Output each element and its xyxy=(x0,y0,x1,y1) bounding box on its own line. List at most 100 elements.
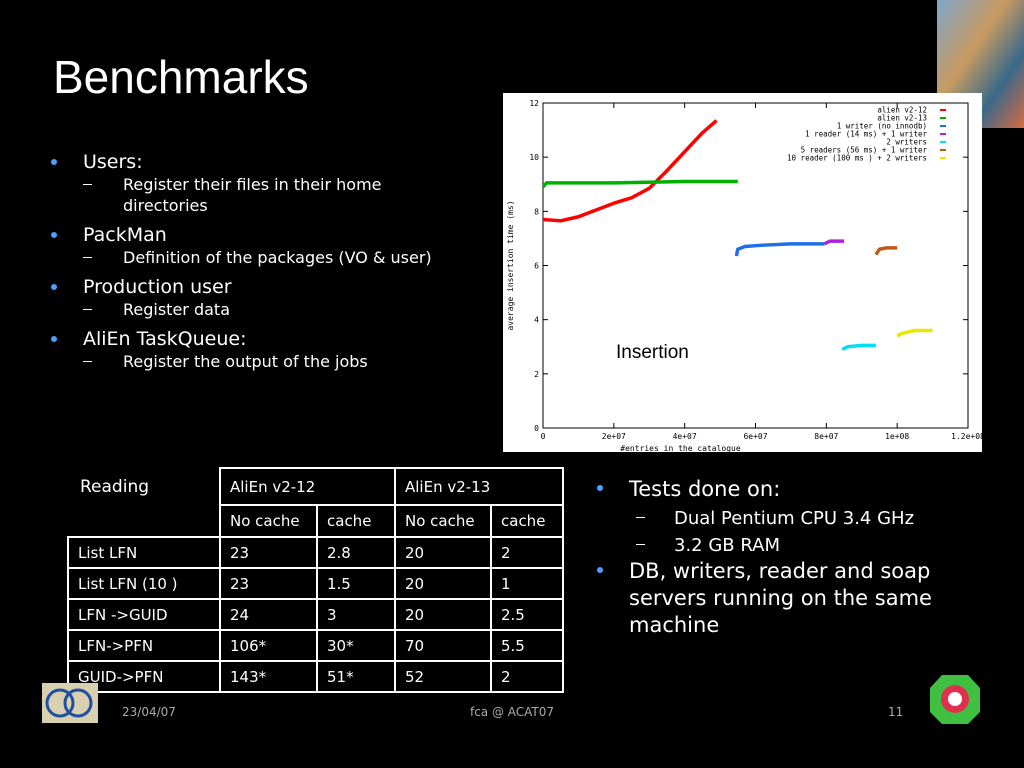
series-line xyxy=(542,119,718,223)
table-row: List LFN 23 2.8 20 2 xyxy=(67,536,564,569)
bullet: AliEn TaskQueue: xyxy=(45,327,465,351)
footer-center: fca @ ACAT07 xyxy=(469,705,555,719)
table-row: Reading AliEn v2-12 AliEn v2-13 xyxy=(68,467,564,506)
series-line xyxy=(841,343,876,352)
bullet-text: Tests done on: xyxy=(629,477,781,501)
row-header: List LFN (10 ) xyxy=(67,567,221,600)
sub-header: cache xyxy=(316,504,396,538)
sub-bullet: 3.2 GB RAM xyxy=(636,534,971,558)
table-row: LFN->PFN 106* 30* 70 5.5 xyxy=(67,629,564,662)
series-line xyxy=(541,179,738,189)
bullet-list: Users: Register their files in their home… xyxy=(45,150,465,379)
table-cell: 20 xyxy=(394,567,492,600)
table-cell: 20 xyxy=(394,536,492,569)
y-tick-label: 4 xyxy=(534,316,539,325)
sub-bullet-text: Register their files in their home direc… xyxy=(123,175,382,215)
row-header: GUID->PFN xyxy=(67,660,221,693)
sub-list: Definition of the packages (VO & user) xyxy=(45,247,465,268)
x-tick-label: 4e+07 xyxy=(673,432,697,441)
bullet: Tests done on: xyxy=(591,476,971,503)
bullet-text: PackMan xyxy=(83,224,167,246)
series-line xyxy=(734,242,825,257)
table-cell: 3 xyxy=(316,598,396,631)
alice-logo xyxy=(930,675,980,724)
bullet: Users: xyxy=(45,150,465,174)
legend-label: 1 writer (no innodb) xyxy=(837,122,927,131)
table-caption: Reading xyxy=(80,477,150,497)
chart-background xyxy=(503,93,982,452)
table-cell: 1.5 xyxy=(316,567,396,600)
table-cell: 23 xyxy=(219,536,318,569)
sub-bullet: Definition of the packages (VO & user) xyxy=(83,247,465,268)
bullet: DB, writers, reader and soap servers run… xyxy=(591,558,971,639)
table-cell: 143* xyxy=(219,660,318,693)
legend-label: 1 reader (14 ms) + 1 writer xyxy=(805,130,927,139)
table-cell: 70 xyxy=(394,629,492,662)
sub-header: No cache xyxy=(394,504,492,538)
y-tick-label: 12 xyxy=(529,99,539,108)
bullet-text: DB, writers, reader and soap servers run… xyxy=(629,559,932,637)
sub-bullet: Dual Pentium CPU 3.4 GHz xyxy=(636,507,971,531)
y-tick-label: 10 xyxy=(529,153,539,162)
sub-bullet-text: Definition of the packages (VO & user) xyxy=(123,248,432,267)
table-row: List LFN (10 ) 23 1.5 20 1 xyxy=(67,567,564,600)
series-line xyxy=(874,246,898,256)
table-cell: 23 xyxy=(219,567,318,600)
table-cell: 1 xyxy=(490,567,564,600)
y-tick-label: 0 xyxy=(534,424,539,433)
bullet: Production user xyxy=(45,275,465,299)
sub-bullet: Register their files in their home direc… xyxy=(83,174,465,216)
row-header: LFN ->GUID xyxy=(67,598,221,631)
table-cell: 52 xyxy=(394,660,492,693)
sub-list: Dual Pentium CPU 3.4 GHz 3.2 GB RAM xyxy=(591,507,971,558)
table-row: No cache cache No cache cache xyxy=(68,504,564,538)
sub-list: Register their files in their home direc… xyxy=(45,174,465,216)
sub-bullet-text: Register the output of the jobs xyxy=(123,352,368,371)
x-tick-label: 8e+07 xyxy=(814,432,838,441)
sub-list: Register data xyxy=(45,299,465,320)
sub-header: cache xyxy=(490,504,564,538)
bullet-text: AliEn TaskQueue: xyxy=(83,328,247,350)
table-cell: 24 xyxy=(219,598,318,631)
table-cell: 2 xyxy=(490,660,564,693)
sub-bullet-text: 3.2 GB RAM xyxy=(674,535,780,556)
x-tick-label: 0 xyxy=(541,432,546,441)
row-header: LFN->PFN xyxy=(67,629,221,662)
legend-label: 10 reader (100 ms ) + 2 writers xyxy=(787,154,927,163)
group-header: AliEn v2-12 xyxy=(219,467,396,506)
slide-title: Benchmarks xyxy=(53,51,309,103)
sub-bullet: Register data xyxy=(83,299,465,320)
table-cell: 106* xyxy=(219,629,318,662)
sub-header: No cache xyxy=(219,504,318,538)
bullet-text: Users: xyxy=(83,151,143,173)
legend-label: 5 readers (56 ms) + 1 writer xyxy=(801,146,928,155)
notes-list: Tests done on: Dual Pentium CPU 3.4 GHz 3.… xyxy=(591,476,971,643)
table-cell: 2.5 xyxy=(490,598,564,631)
y-tick-label: 2 xyxy=(534,370,539,379)
legend-label: 2 writers xyxy=(886,138,927,147)
x-tick-label: 1e+08 xyxy=(885,432,909,441)
table-cell: 51* xyxy=(316,660,396,693)
x-tick-label: 1.2e+08 xyxy=(951,432,985,441)
list: Tests done on: Dual Pentium CPU 3.4 GHz 3.… xyxy=(591,476,971,639)
y-tick-label: 6 xyxy=(534,262,539,271)
footer-page: 11 xyxy=(888,705,904,719)
row-header: List LFN xyxy=(67,536,221,569)
legend-label: alien v2-13 xyxy=(877,114,927,123)
table-cell: 20 xyxy=(394,598,492,631)
table-cell: 30* xyxy=(316,629,396,662)
sub-bullet-text: Register data xyxy=(123,300,230,319)
reading-table: Reading AliEn v2-12 AliEn v2-13 No cache cac… xyxy=(67,467,564,693)
x-tick-label: 2e+07 xyxy=(602,432,626,441)
sub-list: Register the output of the jobs xyxy=(45,351,465,372)
x-axis-label: #entries in the catalogue xyxy=(620,444,741,453)
annotation: Insertion xyxy=(616,342,689,363)
cern-logo xyxy=(42,683,98,723)
y-tick-label: 8 xyxy=(534,207,539,216)
sub-bullet-text: Dual Pentium CPU 3.4 GHz xyxy=(674,508,915,529)
legend-label: alien v2-12 xyxy=(877,106,927,115)
x-tick-label: 6e+07 xyxy=(743,432,767,441)
table-row: GUID->PFN 143* 51* 52 2 xyxy=(67,660,564,693)
series-line xyxy=(823,239,845,246)
